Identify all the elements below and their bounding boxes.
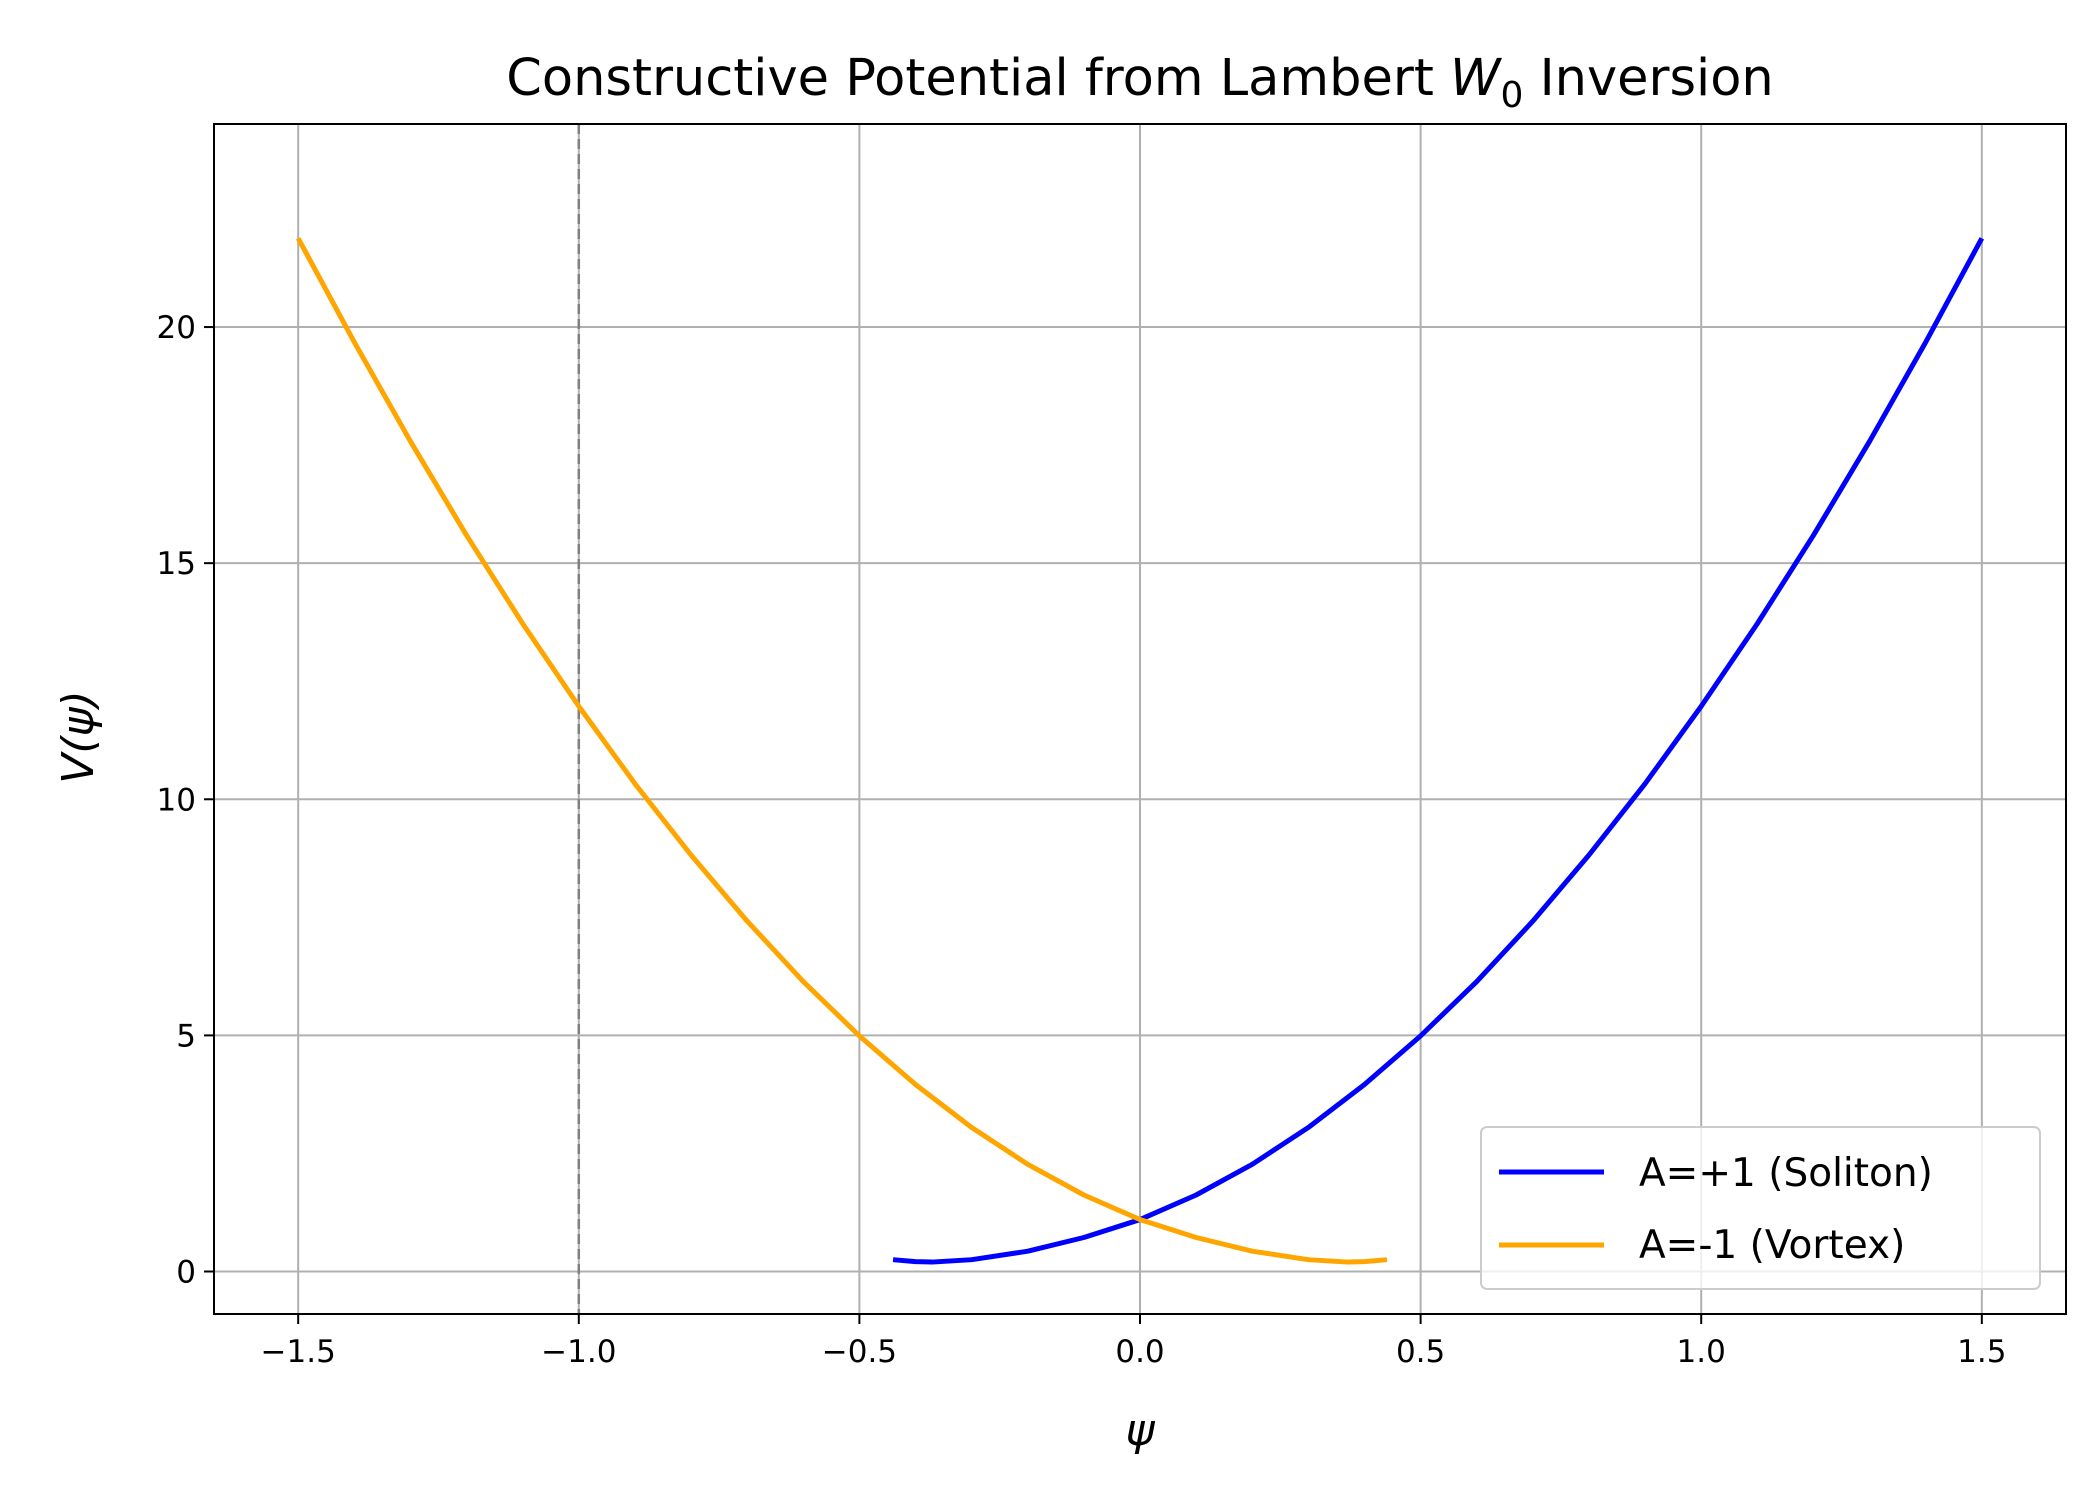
series-layer xyxy=(295,237,1985,1265)
x-tick-label: 0.0 xyxy=(1115,1334,1164,1370)
chart-title-subscript: 0 xyxy=(1500,75,1523,116)
x-axis-ticks: −1.5 −1.0 −0.5 0.0 0.5 1.0 1.5 xyxy=(261,1314,2006,1370)
y-tick-label: 10 xyxy=(157,782,196,818)
y-tick-label: 15 xyxy=(157,546,196,582)
chart-title: Constructive Potential from Lambert W0 I… xyxy=(506,49,1774,116)
y-tick-label: 0 xyxy=(176,1255,196,1291)
y-tick-label: 20 xyxy=(157,310,196,346)
x-tick-label: 0.5 xyxy=(1396,1334,1445,1370)
legend-box xyxy=(1480,1126,2041,1290)
x-tick-label: 1.5 xyxy=(1957,1334,2006,1370)
x-tick-label: −1.5 xyxy=(261,1334,336,1370)
y-axis-title: V(ψ) xyxy=(53,690,104,783)
x-tick-label: −0.5 xyxy=(822,1334,897,1370)
legend: A=+1 (Soliton) A=-1 (Vortex) xyxy=(1480,1126,2041,1290)
series-line-vortex xyxy=(295,237,1388,1265)
chart-title-prefix: Constructive Potential from Lambert xyxy=(506,49,1450,108)
y-axis-ticks: 0 5 10 15 20 xyxy=(157,310,214,1291)
chart-title-w: W xyxy=(1450,49,1503,108)
series-line-soliton xyxy=(892,237,1985,1265)
x-tick-label: −1.0 xyxy=(541,1334,616,1370)
x-axis-title: ψ xyxy=(1125,1405,1155,1456)
chart-title-suffix: Inversion xyxy=(1523,49,1773,108)
legend-label-vortex: A=-1 (Vortex) xyxy=(1639,1223,1905,1268)
y-tick-label: 5 xyxy=(176,1018,196,1054)
legend-label-soliton: A=+1 (Soliton) xyxy=(1639,1151,1933,1196)
x-tick-label: 1.0 xyxy=(1677,1334,1726,1370)
